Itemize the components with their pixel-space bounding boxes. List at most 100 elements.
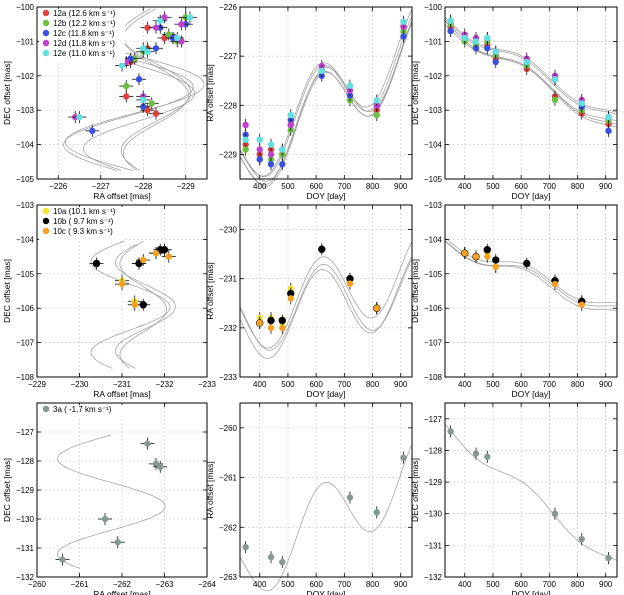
marker-3a — [578, 535, 585, 543]
y-axis-label: DEC offset [mas] — [410, 259, 420, 323]
data-point-10b — [89, 257, 104, 270]
model-curve — [239, 22, 412, 185]
marker-3a — [447, 428, 454, 435]
y-tick-label: −108 — [16, 373, 35, 382]
y-axis-label: DEC offset [mas] — [2, 259, 12, 323]
x-tick-label: 700 — [543, 380, 557, 389]
marker-3a — [551, 510, 559, 517]
marker-3a — [373, 509, 380, 516]
marker-3a — [346, 494, 354, 501]
data-point-12b — [119, 80, 134, 93]
model-curve — [90, 240, 171, 369]
marker-12e — [400, 18, 407, 25]
data-point-12d — [242, 118, 249, 131]
marker-12c — [447, 27, 454, 35]
data-point-12e — [447, 14, 454, 27]
data-point-10c — [127, 298, 142, 311]
x-tick-label: 600 — [514, 580, 528, 589]
data-point-10c — [149, 247, 163, 260]
model-curve — [444, 16, 617, 113]
axes-frame — [239, 204, 413, 378]
axes-frame — [36, 6, 208, 180]
marker-12e — [186, 14, 194, 21]
y-tick-label: −128 — [424, 446, 443, 455]
marker-12e — [157, 17, 164, 24]
x-tick-label: −262 — [113, 580, 132, 589]
data-point-10c — [461, 247, 468, 260]
data-point-12e — [183, 11, 197, 24]
x-tick-label: 700 — [338, 380, 352, 389]
model-curves — [444, 423, 617, 561]
marker-3a — [400, 454, 407, 461]
data-point-12d — [157, 11, 172, 24]
x-axis-label: DOY [day] — [306, 389, 345, 399]
y-tick-label: −100 — [16, 3, 35, 12]
model-curve — [239, 21, 412, 182]
x-tick-label: −233 — [198, 380, 217, 389]
y-tick-label: −231 — [219, 275, 238, 284]
x-axis-label: RA offset [mas] — [93, 389, 150, 399]
marker-10c — [578, 301, 585, 308]
data-point-12c — [279, 158, 286, 171]
x-tick-label: −232 — [155, 380, 174, 389]
x-tick-label: 600 — [309, 380, 323, 389]
marker-12b — [242, 146, 249, 153]
y-tick-label: −105 — [16, 175, 35, 184]
y-tick-label: −105 — [424, 270, 443, 279]
marker-12c — [140, 103, 147, 110]
y-axis-label: RA offset [mas] — [205, 262, 215, 319]
y-tick-label: −101 — [16, 37, 35, 46]
axes-frame — [444, 204, 618, 378]
data-point-12e — [153, 14, 168, 27]
data-point-12c — [492, 56, 499, 69]
model-curve — [239, 445, 412, 592]
y-tick-label: −263 — [219, 573, 238, 582]
y-tick-label: −226 — [219, 3, 238, 12]
legend-box — [39, 9, 125, 63]
marker-3a — [267, 553, 275, 561]
model-curve — [239, 257, 412, 359]
marker-12c — [267, 161, 275, 168]
x-axis-label: RA offset [mas] — [93, 589, 150, 595]
y-tick-label: −104 — [16, 235, 35, 244]
data-point-3a — [346, 491, 354, 504]
data-point-3a — [400, 451, 407, 464]
marker-10c — [346, 280, 354, 287]
legend: 12a (12.6 km s⁻¹)12b (12.2 km s⁻¹)12c (1… — [39, 9, 125, 63]
marker-12c — [127, 55, 134, 62]
legend-label: 10a (10.1 km s⁻¹) — [53, 207, 116, 216]
x-tick-label: 700 — [338, 580, 352, 589]
x-tick-label: 900 — [599, 580, 613, 589]
legend-label: 12c (11.8 km s⁻¹) — [53, 29, 115, 38]
x-tick-label: 500 — [486, 580, 500, 589]
data-point-12d — [174, 18, 189, 31]
data-points — [242, 15, 407, 171]
axes-frame — [444, 6, 618, 180]
y-tick-label: −108 — [424, 373, 443, 382]
marker-12c — [279, 161, 286, 168]
data-point-10c — [578, 298, 585, 311]
x-tick-label: 600 — [514, 380, 528, 389]
x-tick-label: 700 — [543, 580, 557, 589]
y-tick-label: −130 — [424, 510, 443, 519]
legend: 10a (10.1 km s⁻¹)10b ( 9.7 km s⁻¹)10c ( … — [39, 207, 125, 241]
axes-frame — [239, 6, 413, 180]
data-point-12e — [242, 133, 249, 146]
marker-10c — [256, 319, 263, 327]
marker-12e — [256, 136, 263, 143]
data-point-10c — [346, 277, 354, 290]
data-point-12c — [447, 25, 454, 38]
marker-12a — [161, 34, 168, 42]
panel-r2c1: −229 −230 −231 −232 −233 −103 −104 −105 −106 −107… — [2, 201, 217, 399]
legend-label: 12e (11.0 km s⁻¹) — [53, 49, 115, 58]
y-tick-label: −104 — [424, 235, 443, 244]
x-tick-label: −231 — [113, 380, 132, 389]
data-point-3a — [605, 552, 612, 565]
y-tick-label: −103 — [424, 106, 443, 115]
y-tick-label: −103 — [16, 106, 35, 115]
y-tick-label: −100 — [424, 3, 443, 12]
x-tick-label: 900 — [599, 182, 613, 191]
data-point-12c — [484, 42, 491, 55]
model-curve — [239, 24, 412, 187]
model-curves — [239, 445, 412, 592]
